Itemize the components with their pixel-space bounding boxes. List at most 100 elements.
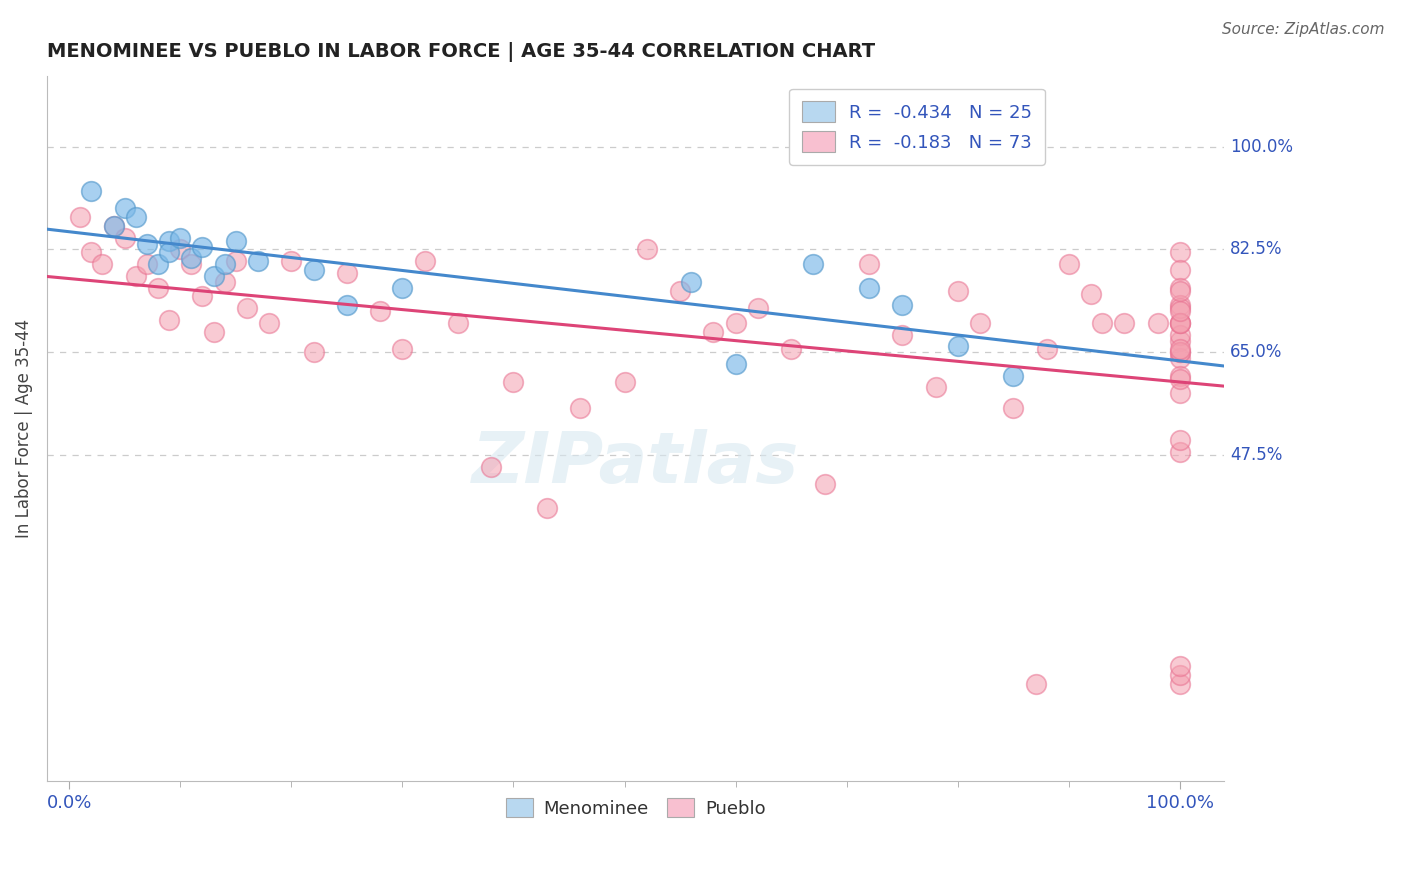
Legend: Menominee, Pueblo: Menominee, Pueblo xyxy=(499,791,773,825)
Point xyxy=(157,245,180,260)
Point xyxy=(336,298,359,312)
Point xyxy=(391,280,413,294)
Point xyxy=(146,280,169,294)
Point xyxy=(1168,301,1191,316)
Point xyxy=(80,245,103,260)
Point xyxy=(91,257,114,271)
Text: 100.0%: 100.0% xyxy=(1230,137,1294,156)
Text: Source: ZipAtlas.com: Source: ZipAtlas.com xyxy=(1222,22,1385,37)
Point xyxy=(114,202,136,216)
Point xyxy=(1091,316,1114,330)
Point xyxy=(1168,445,1191,459)
Point xyxy=(1168,327,1191,342)
Point xyxy=(813,477,835,491)
Point xyxy=(702,325,724,339)
Point xyxy=(502,375,524,389)
Point xyxy=(1168,280,1191,294)
Point xyxy=(1168,245,1191,260)
Y-axis label: In Labor Force | Age 35-44: In Labor Force | Age 35-44 xyxy=(15,319,32,538)
Point xyxy=(169,231,191,245)
Point xyxy=(1035,343,1057,357)
Point xyxy=(1168,263,1191,277)
Text: 47.5%: 47.5% xyxy=(1230,446,1282,464)
Text: MENOMINEE VS PUEBLO IN LABOR FORCE | AGE 35-44 CORRELATION CHART: MENOMINEE VS PUEBLO IN LABOR FORCE | AGE… xyxy=(46,42,875,62)
Point xyxy=(447,316,470,330)
Point xyxy=(536,500,558,515)
Point xyxy=(1168,345,1191,359)
Point xyxy=(191,239,214,253)
Point xyxy=(214,257,236,271)
Point xyxy=(1002,368,1025,383)
Point xyxy=(280,254,302,268)
Point xyxy=(1168,316,1191,330)
Point xyxy=(103,219,125,233)
Point xyxy=(302,263,325,277)
Point xyxy=(858,280,880,294)
Point xyxy=(69,210,91,224)
Point xyxy=(191,289,214,303)
Point xyxy=(1168,345,1191,359)
Point xyxy=(479,459,502,474)
Point xyxy=(80,184,103,198)
Point xyxy=(1168,316,1191,330)
Point xyxy=(669,284,692,298)
Point xyxy=(146,257,169,271)
Point xyxy=(569,401,592,415)
Point xyxy=(114,231,136,245)
Point xyxy=(1002,401,1025,415)
Point xyxy=(180,252,202,266)
Point xyxy=(169,243,191,257)
Point xyxy=(1168,368,1191,383)
Text: ZIPatlas: ZIPatlas xyxy=(472,429,800,499)
Point xyxy=(969,316,991,330)
Point xyxy=(1168,351,1191,365)
Point xyxy=(225,234,247,248)
Point xyxy=(1168,434,1191,448)
Point xyxy=(180,257,202,271)
Point xyxy=(1080,286,1102,301)
Point xyxy=(858,257,880,271)
Point xyxy=(1168,386,1191,401)
Point xyxy=(135,257,157,271)
Text: 82.5%: 82.5% xyxy=(1230,241,1282,259)
Point xyxy=(780,343,803,357)
Point xyxy=(1168,316,1191,330)
Point xyxy=(613,375,636,389)
Point xyxy=(681,275,703,289)
Point xyxy=(747,301,769,316)
Point xyxy=(1168,284,1191,298)
Point xyxy=(302,345,325,359)
Point xyxy=(225,254,247,268)
Point xyxy=(246,254,269,268)
Point xyxy=(1168,372,1191,386)
Point xyxy=(125,210,148,224)
Point xyxy=(413,254,436,268)
Point xyxy=(1168,304,1191,318)
Point xyxy=(803,257,825,271)
Point xyxy=(724,316,747,330)
Point xyxy=(1057,257,1080,271)
Point xyxy=(924,380,946,394)
Point xyxy=(202,268,225,283)
Point xyxy=(236,301,259,316)
Point xyxy=(1114,316,1136,330)
Point xyxy=(157,313,180,327)
Text: 65.0%: 65.0% xyxy=(1230,343,1282,361)
Point xyxy=(946,284,969,298)
Point xyxy=(103,219,125,233)
Point xyxy=(1168,668,1191,682)
Point xyxy=(157,234,180,248)
Point xyxy=(368,304,391,318)
Point xyxy=(891,298,914,312)
Point xyxy=(1025,677,1047,691)
Point xyxy=(724,357,747,371)
Point xyxy=(391,343,413,357)
Point xyxy=(1146,316,1168,330)
Point xyxy=(336,266,359,280)
Point xyxy=(1168,343,1191,357)
Point xyxy=(202,325,225,339)
Point xyxy=(891,327,914,342)
Point xyxy=(257,316,280,330)
Point xyxy=(125,268,148,283)
Point xyxy=(214,275,236,289)
